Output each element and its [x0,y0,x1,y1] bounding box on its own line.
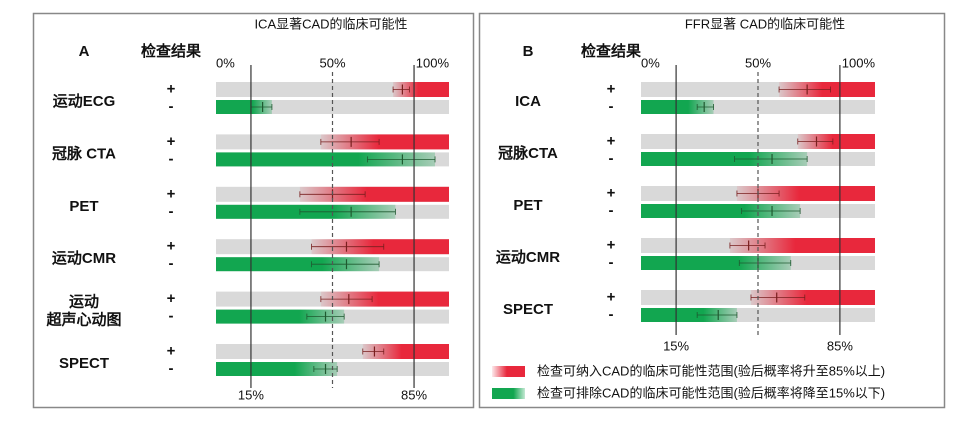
negative-range-bar [216,257,380,272]
legend-swatch [492,366,525,377]
result-sign: - [609,254,614,271]
column-header: 检查结果 [141,42,202,60]
positive-range-bar [362,344,449,359]
result-sign: + [607,184,616,201]
positive-range-bar [320,134,449,150]
category-label: SPECT [503,301,553,318]
category-label: 运动CMR [52,249,116,267]
chart-title: ICA显著CAD的临床可能性 [254,16,407,31]
result-sign: + [167,290,176,307]
result-sign: - [169,255,174,272]
category-line: 超声心动图 [45,311,121,329]
result-sign: - [609,98,614,115]
positive-range-bar [320,291,449,307]
category-line: 运动 [69,293,99,311]
category-label: ICA [515,93,541,110]
positive-range-bar [729,238,875,253]
category-label: 冠脉CTA [498,144,558,162]
positive-range-bar [299,186,449,202]
x-tick-label: 50% [745,55,771,70]
category-label: SPECT [59,355,109,372]
result-sign: - [169,360,174,377]
x-tick-label: 100% [416,55,450,70]
positive-range-bar [750,290,875,305]
negative-range-bar [641,308,737,322]
category-label: PET [69,198,98,215]
result-sign: + [167,185,176,202]
reference-label: 15% [663,338,689,353]
x-tick-label: 100% [842,55,876,70]
legend-label: 检查可排除CAD的临床可能性范围(验后概率将降至15%以下) [537,385,885,400]
negative-range-bar [216,100,272,114]
result-sign: - [169,308,174,325]
result-sign: + [607,80,616,97]
result-sign: + [607,288,616,305]
panel-label: B [523,43,534,60]
negative-range-bar [641,152,808,166]
result-sign: + [167,238,176,255]
category-label: 运动CMR [496,248,560,266]
rows [641,82,875,322]
reference-label: 85% [401,387,427,402]
result-sign: + [167,342,176,359]
positive-range-bar [393,82,449,97]
negative-range-bar [216,362,338,376]
negative-range-bar [641,100,714,114]
category-label: 运动ECG [53,92,116,110]
category-label: 冠脉 CTA [52,144,116,162]
panel-label: A [79,43,90,60]
result-sign: - [169,98,174,115]
result-sign: + [167,133,176,150]
category-label: PET [513,197,542,214]
result-sign: - [169,203,174,220]
result-sign: - [609,202,614,219]
negative-range-bar [641,256,791,270]
x-tick-label: 50% [319,55,345,70]
result-sign: + [607,236,616,253]
category-label: 运动超声心动图 [45,293,121,329]
panel-frame [478,12,946,409]
x-tick-label: 0% [641,55,660,70]
result-sign: + [167,80,176,97]
x-tick-label: 0% [216,55,235,70]
chart-title: FFR显著 CAD的临床可能性 [685,16,845,31]
negative-range-bar [216,152,436,167]
result-sign: - [609,150,614,167]
legend-label: 检查可纳入CAD的临床可能性范围(验后概率将升至85%以上) [537,363,885,378]
panel-frame [32,12,475,409]
reference-label: 85% [827,338,853,353]
negative-range-bar [641,204,801,218]
column-header: 检查结果 [581,42,642,60]
result-sign: - [609,306,614,323]
result-sign: - [169,150,174,167]
reference-label: 15% [238,387,264,402]
negative-range-bar [216,309,345,324]
result-sign: + [607,132,616,149]
legend-swatch [492,388,525,399]
